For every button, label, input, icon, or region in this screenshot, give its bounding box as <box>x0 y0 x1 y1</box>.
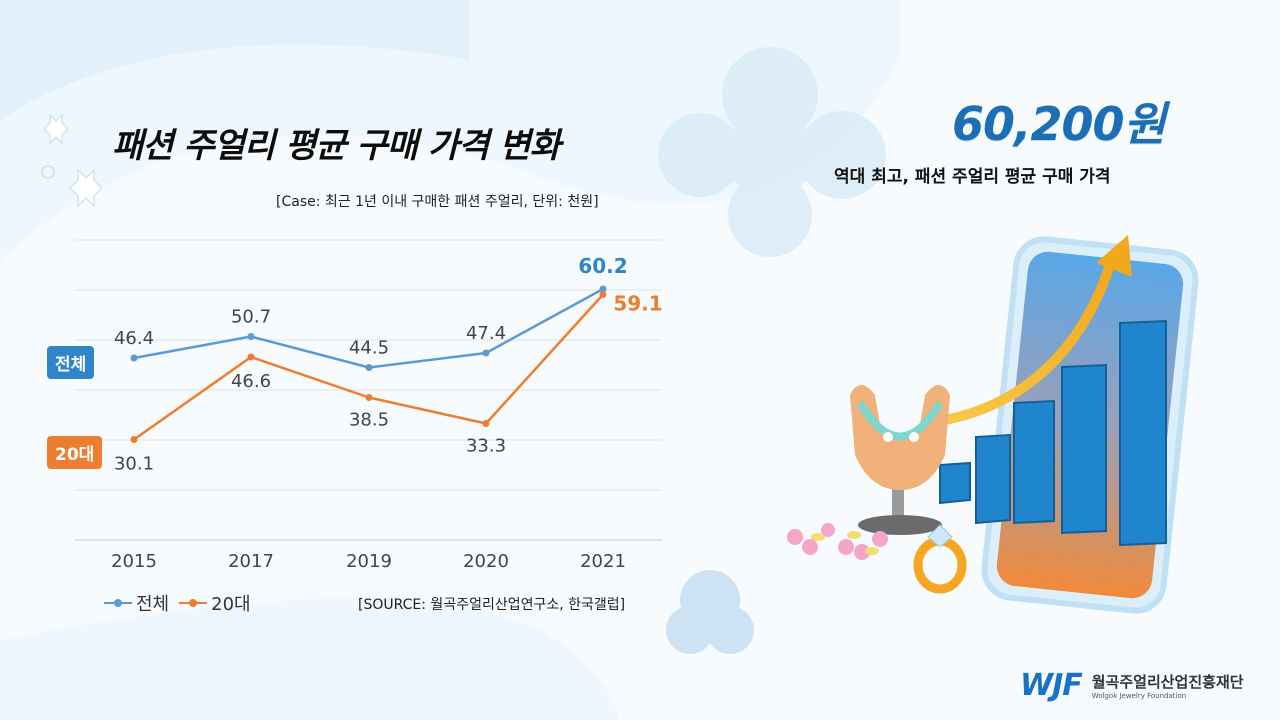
data-point <box>482 420 490 427</box>
legend-swatch-20s <box>179 599 208 607</box>
chart-source: [SOURCE: 월곡주얼리산업연구소, 한국갤럽] <box>358 597 626 613</box>
chart-legend: 전체 20대 <box>104 590 251 616</box>
smartphone-growth-illustration <box>787 235 1199 614</box>
legend-label-total: 전체 <box>136 594 170 615</box>
data-label: 60.2 <box>578 254 627 278</box>
necklace-bust-icon <box>850 385 950 535</box>
data-label: 38.5 <box>349 410 389 431</box>
logo-text: 월곡주얼리산업진흥재단 Wolgok Jewelry Foundation <box>1092 671 1244 700</box>
data-label: 33.3 <box>466 436 506 457</box>
chart-title: 패션 주얼리 평균 구매 가격 변화 <box>112 126 561 166</box>
line-chart: 2015 2017 2019 2020 2021 46.4 50.7 44.5 47.4 60.2… <box>75 239 663 572</box>
ring-icon <box>913 524 967 594</box>
data-label: 46.4 <box>114 328 154 349</box>
data-point <box>599 285 607 293</box>
x-tick-label: 2020 <box>463 551 509 572</box>
data-point <box>365 364 373 371</box>
x-tick-label: 2017 <box>228 551 274 572</box>
data-label: 47.4 <box>466 323 506 344</box>
data-label: 59.1 <box>613 292 662 316</box>
data-label: 50.7 <box>231 307 271 328</box>
data-point <box>599 291 607 298</box>
legend-swatch-total <box>104 599 132 607</box>
data-point <box>130 436 138 443</box>
data-point <box>247 333 255 340</box>
legend-label-20s: 20대 <box>211 594 251 615</box>
data-label: 44.5 <box>349 338 389 359</box>
x-tick-label: 2021 <box>580 551 626 572</box>
data-point <box>365 394 373 401</box>
wjf-logo-icon: WJF <box>1020 668 1083 703</box>
data-label: 46.6 <box>231 371 271 392</box>
logo-name-ko: 월곡주얼리산업진흥재단 <box>1091 673 1244 691</box>
legend-item-20s: 20대 <box>179 590 251 616</box>
beads-icon <box>787 523 888 560</box>
foundation-logo: WJF 월곡주얼리산업진흥재단 Wolgok Jewelry Foundatio… <box>1020 668 1244 703</box>
logo-name-en: Wolgok Jewelry Foundation <box>1091 692 1187 700</box>
x-tick-label: 2019 <box>346 551 392 572</box>
x-tick-label: 2015 <box>111 551 157 572</box>
headline-caption: 역대 최고, 패션 주얼리 평균 구매 가격 <box>834 167 1111 187</box>
bar-growth-icon <box>939 319 1167 547</box>
data-point <box>482 349 490 357</box>
data-point <box>247 353 255 361</box>
legend-item-total: 전체 <box>104 590 169 616</box>
data-label: 30.1 <box>114 454 154 475</box>
data-point <box>130 354 138 362</box>
series-label-total: 전체 <box>47 346 95 379</box>
chart-subtitle: [Case: 최근 1년 이내 구매한 패션 주얼리, 단위: 천원] <box>276 194 599 210</box>
headline-value: 60,200원 <box>952 97 1166 151</box>
rising-arrow-icon <box>940 235 1132 425</box>
series-label-20s: 20대 <box>47 436 103 469</box>
